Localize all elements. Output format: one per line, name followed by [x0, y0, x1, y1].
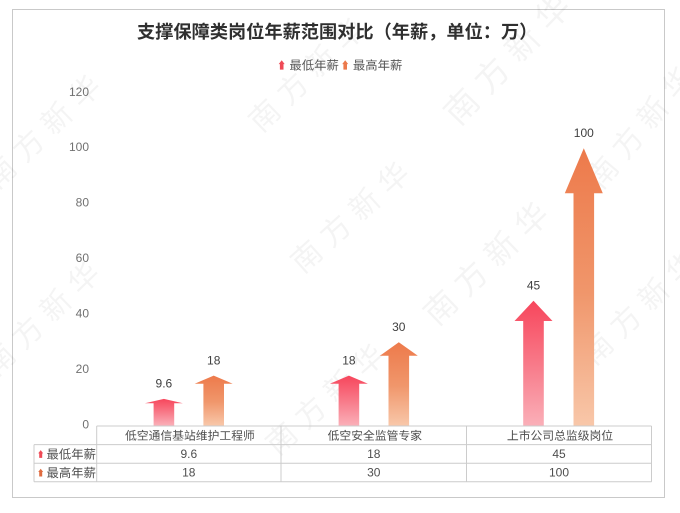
svg-text:120: 120	[69, 85, 89, 99]
svg-text:45: 45	[552, 447, 566, 461]
svg-text:18: 18	[342, 353, 356, 367]
svg-text:0: 0	[82, 417, 89, 431]
svg-text:18: 18	[182, 466, 196, 480]
svg-text:100: 100	[574, 126, 594, 140]
svg-text:20: 20	[76, 362, 90, 376]
svg-text:45: 45	[527, 279, 541, 293]
svg-text:100: 100	[549, 466, 569, 480]
svg-text:30: 30	[392, 320, 406, 334]
svg-text:9.6: 9.6	[180, 447, 197, 461]
svg-text:18: 18	[367, 447, 381, 461]
svg-text:40: 40	[76, 307, 90, 321]
svg-text:100: 100	[69, 140, 89, 154]
svg-text:9.6: 9.6	[156, 377, 173, 391]
svg-text:18: 18	[207, 353, 221, 367]
svg-text:60: 60	[76, 251, 90, 265]
svg-text:30: 30	[367, 466, 381, 480]
svg-text:80: 80	[76, 196, 90, 210]
